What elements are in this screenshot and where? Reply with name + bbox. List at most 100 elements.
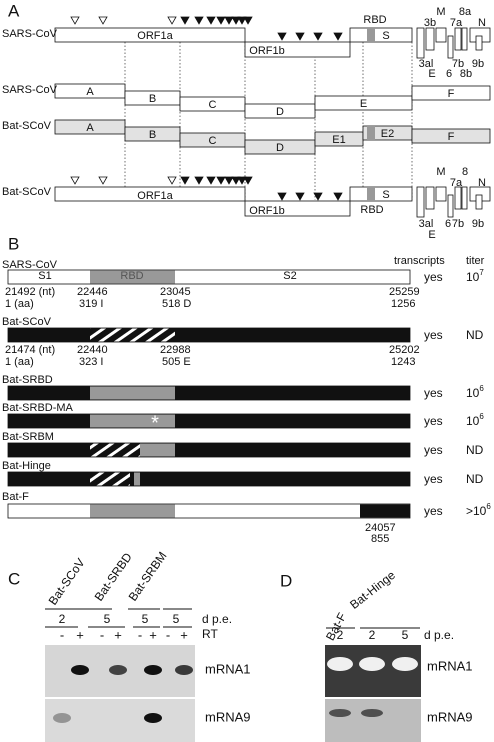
gene-label: 6 bbox=[445, 218, 451, 230]
shape bbox=[367, 187, 375, 201]
marker bbox=[295, 32, 305, 41]
shape bbox=[45, 699, 195, 742]
titer: ND bbox=[466, 472, 484, 486]
gene-label: S bbox=[382, 189, 389, 201]
titer: 106 bbox=[466, 384, 484, 400]
construct-bar bbox=[7, 269, 411, 285]
marker bbox=[216, 176, 226, 185]
blot-label: mRNA9 bbox=[205, 709, 251, 724]
construct-region bbox=[360, 504, 410, 518]
column-header: transcripts bbox=[394, 255, 445, 267]
construct-region bbox=[140, 443, 175, 457]
fragment-label: C bbox=[209, 99, 217, 111]
shape bbox=[325, 645, 421, 697]
position-label: 1243 bbox=[391, 356, 415, 368]
gene-label: N bbox=[478, 17, 486, 29]
marker bbox=[206, 176, 216, 185]
band bbox=[392, 657, 418, 671]
fragment-label: B bbox=[149, 129, 156, 141]
titer-exp: 6 bbox=[486, 502, 491, 511]
band bbox=[327, 657, 353, 671]
marker bbox=[98, 176, 108, 185]
gene-label: RBD bbox=[360, 204, 383, 216]
gene-label: 8a bbox=[459, 6, 472, 18]
day-label: 5 bbox=[104, 612, 111, 626]
rt-label: + bbox=[76, 627, 84, 642]
titer-exp: 6 bbox=[479, 384, 484, 393]
shape bbox=[411, 128, 491, 144]
construct-bar bbox=[7, 503, 411, 519]
gene-label: 3al bbox=[419, 58, 434, 70]
panel-label: C bbox=[8, 569, 20, 588]
shape bbox=[435, 186, 447, 202]
marker bbox=[194, 16, 204, 25]
panel-label: A bbox=[8, 1, 20, 20]
shape bbox=[447, 194, 454, 218]
transcripts: yes bbox=[424, 270, 443, 284]
fragment-label: E bbox=[360, 98, 367, 110]
shape bbox=[461, 186, 468, 210]
marker bbox=[313, 32, 323, 41]
construct-region bbox=[90, 270, 175, 284]
fragment-label: B bbox=[149, 93, 156, 105]
shape bbox=[349, 186, 413, 202]
shape bbox=[475, 194, 483, 210]
band bbox=[175, 665, 193, 675]
construct-region bbox=[90, 414, 175, 428]
position-label: 1 (aa) bbox=[5, 298, 34, 310]
shape bbox=[244, 41, 351, 58]
fragment-label: F bbox=[448, 131, 455, 143]
construct-region bbox=[90, 472, 130, 486]
gene-label: E bbox=[428, 229, 435, 241]
shape bbox=[244, 139, 316, 155]
titer-base: 10 bbox=[466, 270, 480, 284]
construct-bar bbox=[7, 471, 411, 487]
transcripts: yes bbox=[424, 472, 443, 486]
fragment-label: E2 bbox=[381, 128, 394, 140]
shape bbox=[447, 35, 454, 59]
rt-label: - bbox=[166, 627, 170, 642]
position-label: 855 bbox=[371, 533, 389, 545]
construct-name: Bat-SRBD bbox=[2, 374, 53, 386]
band bbox=[329, 709, 351, 717]
construct-bar bbox=[7, 413, 411, 429]
rt-label: - bbox=[100, 627, 104, 642]
blot-label: mRNA9 bbox=[427, 709, 473, 724]
gene-label: ORF1b bbox=[249, 45, 284, 57]
construct-name: Bat-SCoV bbox=[2, 316, 52, 328]
shape bbox=[454, 27, 462, 51]
gene-label: 3b bbox=[424, 17, 436, 29]
genome-label: Bat-SCoV bbox=[2, 186, 52, 198]
panel-label: D bbox=[280, 571, 292, 590]
rt-label: + bbox=[114, 627, 122, 642]
genome-label: SARS-CoV bbox=[2, 84, 58, 96]
marker bbox=[243, 16, 253, 25]
position-label: 505 E bbox=[162, 356, 191, 368]
day-label: 5 bbox=[402, 628, 409, 642]
construct-bar bbox=[7, 442, 411, 458]
day-label: 5 bbox=[173, 612, 180, 626]
shape bbox=[435, 27, 447, 43]
position-label: 1 (aa) bbox=[5, 356, 34, 368]
gene-label: 7a bbox=[450, 177, 463, 189]
gene-label: RBD bbox=[363, 14, 386, 26]
fragment-label: A bbox=[86, 122, 94, 134]
shape bbox=[367, 126, 375, 140]
gene-label: 8 bbox=[462, 166, 468, 178]
transcripts: yes bbox=[424, 414, 443, 428]
construct-name: Bat-Hinge bbox=[2, 460, 51, 472]
position-label: 323 I bbox=[79, 356, 103, 368]
genome-label: SARS-CoV bbox=[2, 28, 58, 40]
position-label: 518 D bbox=[162, 298, 191, 310]
position-label: 22988 bbox=[160, 344, 191, 356]
position-label: 25202 bbox=[389, 344, 420, 356]
gene-label: N bbox=[478, 177, 486, 189]
gene-label: 3al bbox=[419, 218, 434, 230]
gene-label: ORF1a bbox=[137, 30, 173, 42]
gene-label: ORF1a bbox=[137, 190, 173, 202]
shape bbox=[461, 27, 468, 51]
marker bbox=[237, 176, 247, 185]
marker bbox=[333, 32, 343, 41]
fragment-label: A bbox=[86, 86, 94, 98]
titer-base: 10 bbox=[466, 414, 480, 428]
